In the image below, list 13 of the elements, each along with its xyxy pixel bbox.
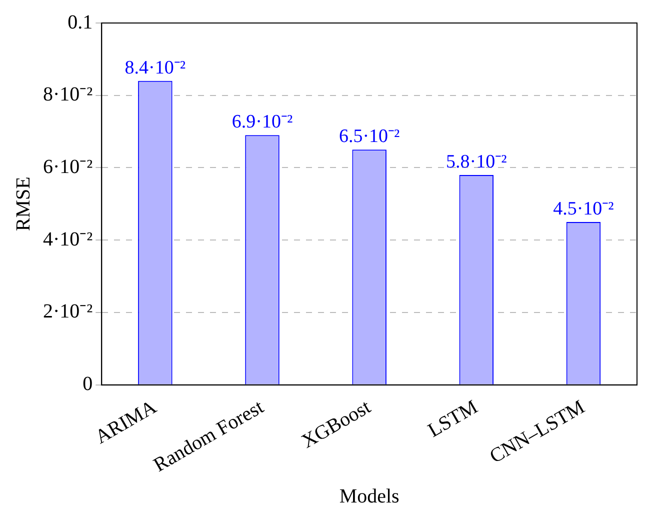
y-tick-label: 2·10⁻² (43, 300, 93, 323)
data-label: 8.4·10⁻² (124, 57, 186, 78)
y-tick-label: 0 (82, 373, 93, 396)
data-label: 6.9·10⁻² (232, 112, 293, 133)
data-label: 6.5·10⁻² (338, 126, 400, 148)
y-tick-label: 4·10⁻² (43, 228, 93, 250)
data-label: 4.5·10⁻² (553, 198, 614, 220)
y-axis-title: RMSE (12, 176, 34, 232)
data-label: 5.8·10⁻² (446, 151, 508, 172)
y-tick-label: 0.1 (68, 11, 93, 34)
y-tick-label: 8·10⁻² (43, 84, 93, 106)
y-tick-label: 6·10⁻² (43, 156, 93, 178)
x-axis-title: Models (339, 485, 400, 508)
